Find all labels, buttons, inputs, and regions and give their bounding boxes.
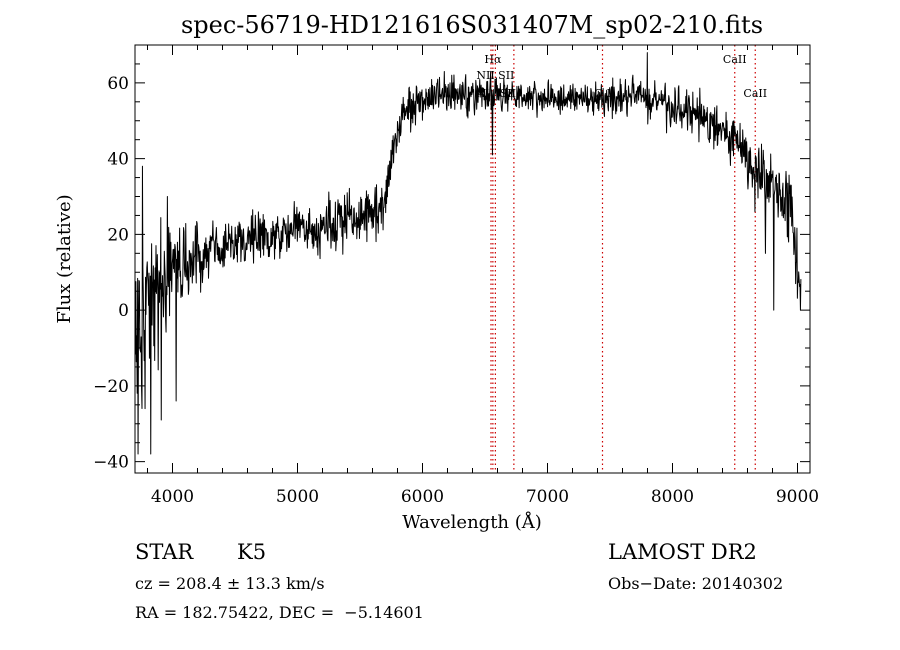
- x-tick-label: 4000: [151, 487, 194, 507]
- x-tick-label: 8000: [651, 487, 694, 507]
- object-class: STAR: [135, 540, 194, 564]
- line-marker-label: Hα: [484, 53, 502, 66]
- redshift-cz: cz = 208.4 ± 13.3 km/s: [135, 574, 325, 593]
- line-marker-label: CaII: [723, 53, 747, 66]
- survey-name: LAMOST DR2: [608, 540, 757, 564]
- observation-date: Obs−Date: 20140302: [608, 574, 784, 593]
- y-axis-label: Flux (relative): [54, 194, 75, 323]
- y-tick-label: 0: [118, 301, 129, 321]
- x-axis: 4000 5000 6000 7000 8000 9000: [147, 45, 819, 507]
- line-marker-label: CaII: [743, 87, 767, 100]
- y-axis: −40 −20 0 20 40 60: [93, 44, 810, 473]
- chart-title: spec-56719-HD121616S031407M_sp02-210.fit…: [181, 11, 763, 39]
- y-tick-label: 20: [107, 225, 129, 245]
- spectrum-line: [134, 52, 802, 455]
- object-subclass: K5: [237, 540, 267, 564]
- sky-coordinates: RA = 182.75422, DEC = −5.14601: [135, 603, 424, 622]
- x-tick-label: 9000: [776, 487, 819, 507]
- y-tick-label: −20: [93, 377, 129, 397]
- spectrum-series: [134, 52, 802, 455]
- y-tick-label: 60: [107, 74, 129, 94]
- x-tick-label: 5000: [276, 487, 319, 507]
- y-tick-label: 40: [107, 150, 129, 170]
- plot-frame: [134, 44, 811, 474]
- x-tick-label: 6000: [401, 487, 444, 507]
- line-marker-label: NII,SII: [476, 69, 514, 82]
- x-axis-label: Wavelength (Å): [402, 511, 542, 533]
- y-tick-label: −40: [93, 453, 129, 473]
- x-tick-label: 7000: [526, 487, 569, 507]
